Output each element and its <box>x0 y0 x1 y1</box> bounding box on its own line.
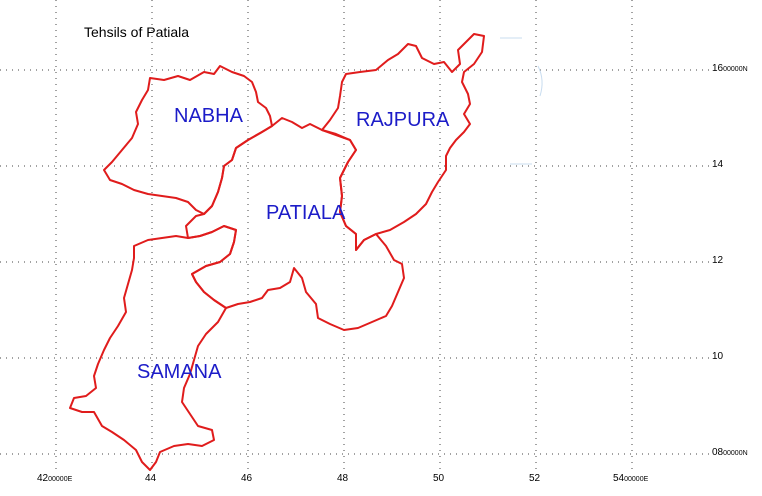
rajpura-boundary <box>321 33 485 251</box>
y-tick-value: 16 <box>712 63 724 74</box>
x-tick-label: 48 <box>337 474 348 484</box>
y-tick-label: 10 <box>712 352 723 362</box>
x-tick-value: 54 <box>613 473 625 484</box>
x-tick-label: 52 <box>529 474 540 484</box>
patiala-boundary <box>185 117 405 331</box>
x-tick-value: 42 <box>37 473 49 484</box>
x-tick-suffix: 00000E <box>624 476 649 483</box>
x-tick-value: 44 <box>145 473 157 484</box>
x-tick-label: 44 <box>145 474 156 484</box>
y-tick-label: 14 <box>712 160 723 170</box>
x-tick-value: 50 <box>433 473 445 484</box>
y-tick-value: 10 <box>712 351 724 362</box>
x-tick-label: 5400000E <box>613 474 648 484</box>
y-tick-value: 14 <box>712 159 724 170</box>
tehsil-label-nabha: NABHA <box>174 105 243 127</box>
tehsil-label-rajpura: RAJPURA <box>356 109 450 131</box>
tehsil-boundaries <box>69 33 485 471</box>
y-tick-label: 0800000N <box>712 448 748 458</box>
x-tick-value: 52 <box>529 473 541 484</box>
y-tick-suffix: 00000N <box>723 450 748 457</box>
y-tick-value: 12 <box>712 255 724 266</box>
x-tick-value: 48 <box>337 473 349 484</box>
y-tick-value: 08 <box>712 447 724 458</box>
x-tick-label: 46 <box>241 474 252 484</box>
y-tick-suffix: 00000N <box>723 66 748 73</box>
tehsil-label-samana: SAMANA <box>137 361 222 383</box>
x-tick-label: 50 <box>433 474 444 484</box>
x-tick-label: 4200000E <box>37 474 72 484</box>
tehsil-label-patiala: PATIALA <box>266 202 346 224</box>
y-tick-label: 12 <box>712 256 723 266</box>
y-tick-label: 1600000N <box>712 64 748 74</box>
map-title: Tehsils of Patiala <box>84 24 190 40</box>
x-tick-suffix: 00000E <box>48 476 73 483</box>
faint-traces <box>500 37 543 165</box>
x-tick-value: 46 <box>241 473 253 484</box>
samana-boundary <box>69 225 237 471</box>
